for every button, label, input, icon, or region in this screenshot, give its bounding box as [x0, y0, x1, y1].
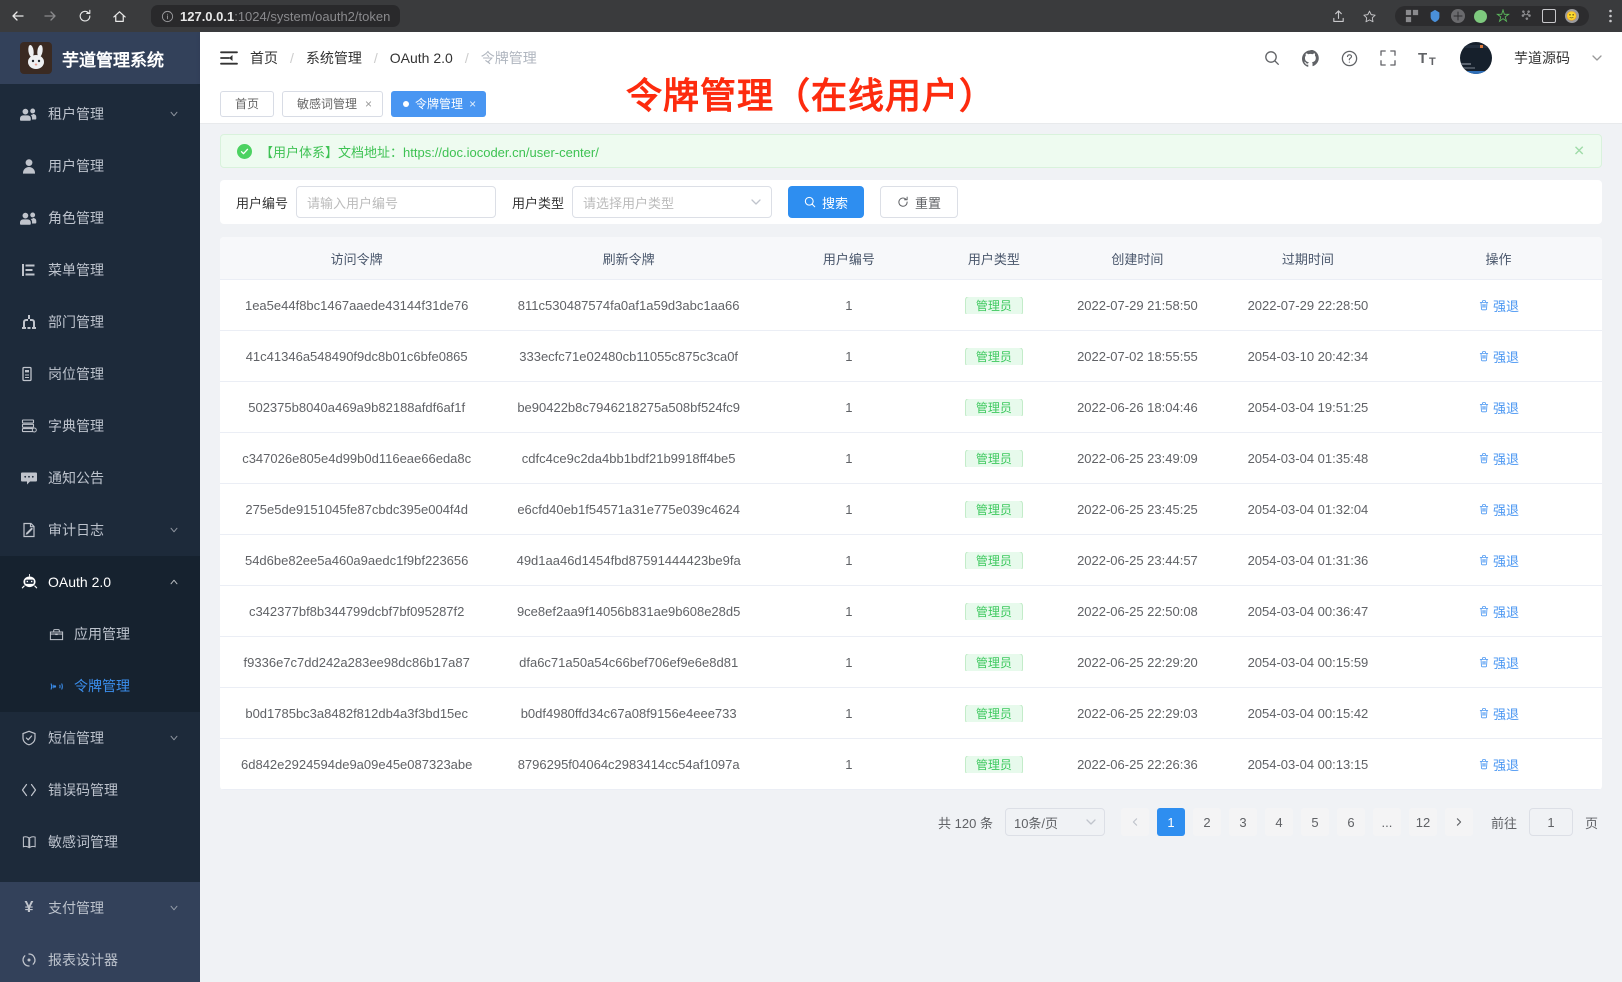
svg-text:T: T	[1429, 56, 1436, 66]
svg-text:T: T	[1418, 50, 1427, 66]
